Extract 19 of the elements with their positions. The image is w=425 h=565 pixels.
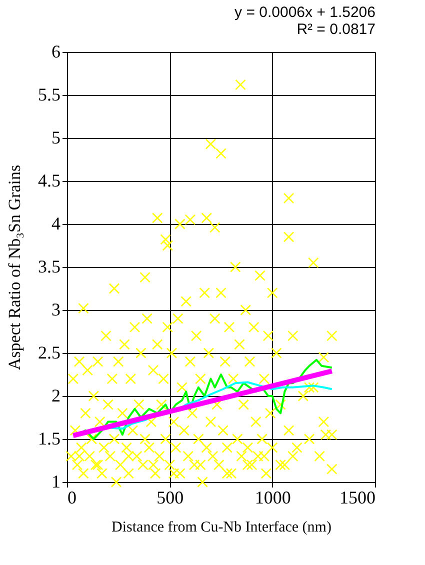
y-tick-label: 3 [52, 300, 60, 320]
x-tick-label: 1500 [340, 488, 376, 508]
y-tick-label: 5 [52, 128, 60, 148]
x-tick-label: 1000 [254, 488, 291, 508]
y-tick-label: 4 [52, 214, 60, 234]
x-tick-label: 500 [156, 488, 184, 508]
text: R² = 0.0817 [296, 21, 376, 38]
x-axis-title: Distance from Cu-Nb Interface (nm) [112, 520, 332, 536]
y-tick-label: 5.5 [38, 84, 60, 104]
y-tick-label: 2.5 [38, 342, 60, 362]
y-tick-label: 2 [52, 386, 60, 406]
y-tick-label: 1.5 [38, 428, 60, 448]
y-axis-title: Aspect Ratio of Nb₃Sn Grains [5, 164, 24, 370]
text: y = 0.0006x + 1.5206 [234, 4, 376, 21]
x-tick-label: 0 [68, 488, 76, 508]
y-tick-label: 6 [52, 42, 60, 62]
y-tick-label: 4.5 [38, 170, 60, 190]
y-tick-label: 1 [52, 472, 60, 492]
y-tick-label: 3.5 [38, 256, 60, 276]
